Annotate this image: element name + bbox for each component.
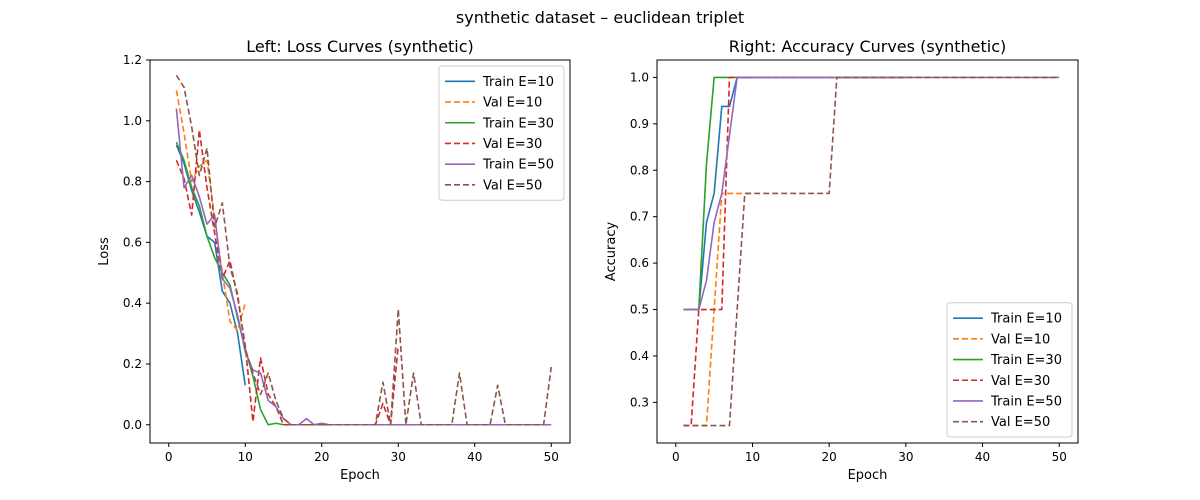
accuracy-x-tick-label: 30 <box>898 450 913 464</box>
loss-chart-panel: Left: Loss Curves (synthetic) 0 10 20 30 40 50… <box>97 37 571 483</box>
accuracy-y-tick-label: 0.9 <box>630 117 649 131</box>
loss-chart-title: Left: Loss Curves (synthetic) <box>246 37 474 56</box>
loss-y-tick-label: 1.0 <box>123 114 142 128</box>
loss-legend-label: Val E=10 <box>483 96 542 111</box>
loss-x-tick-label: 50 <box>544 450 559 464</box>
accuracy-y-tick-label: 0.3 <box>630 395 649 409</box>
loss-series-line-val-e-50 <box>175 74 553 426</box>
loss-y-tick-label: 0.0 <box>123 418 142 432</box>
accuracy-legend-label: Train E=30 <box>990 353 1062 368</box>
accuracy-x-tick-label: 40 <box>975 450 990 464</box>
loss-x-tick-label: 10 <box>238 450 253 464</box>
loss-x-tick-label: 30 <box>391 450 406 464</box>
accuracy-legend-label: Train E=10 <box>990 312 1062 327</box>
accuracy-y-tick-label: 0.7 <box>630 210 649 224</box>
accuracy-legend-label: Val E=30 <box>991 374 1050 389</box>
accuracy-chart-title: Right: Accuracy Curves (synthetic) <box>729 37 1007 56</box>
figure-suptitle: synthetic dataset – euclidean triplet <box>456 8 744 27</box>
accuracy-x-tick-label: 50 <box>1052 450 1067 464</box>
loss-legend-label: Val E=50 <box>483 178 542 193</box>
loss-legend-label: Train E=10 <box>482 75 554 90</box>
accuracy-series-line-val-e-50 <box>683 76 1060 427</box>
accuracy-legend-box <box>946 302 1073 438</box>
loss-y-axis-label: Loss <box>97 237 112 266</box>
loss-y-tick-label: 0.4 <box>123 296 142 310</box>
accuracy-legend: Train E=10 Val E=10 Train E=30 Val E=30 Trai… <box>946 302 1073 438</box>
loss-series-line-train-e-10 <box>175 144 247 386</box>
loss-series-line-train-e-30 <box>175 141 399 426</box>
accuracy-legend-label: Train E=50 <box>990 394 1062 409</box>
loss-legend-label: Train E=50 <box>482 158 554 173</box>
accuracy-y-tick-label: 0.4 <box>630 349 649 363</box>
accuracy-y-tick-label: 0.6 <box>630 256 649 270</box>
accuracy-x-tick-label: 20 <box>822 450 837 464</box>
accuracy-x-axis-label: Epoch <box>848 468 888 483</box>
accuracy-chart-panel: Right: Accuracy Curves (synthetic) 0 10 20 3… <box>604 37 1079 483</box>
loss-x-tick-label: 20 <box>314 450 329 464</box>
loss-legend-label: Train E=30 <box>482 116 554 131</box>
accuracy-y-tick-label: 0.8 <box>630 163 649 177</box>
loss-x-tick-label: 0 <box>165 450 173 464</box>
accuracy-axes-frame <box>656 59 1079 444</box>
loss-y-tick-label: 1.2 <box>123 53 142 67</box>
loss-x-axis-label: Epoch <box>340 468 380 483</box>
loss-y-tick-label: 0.8 <box>123 175 142 189</box>
accuracy-y-tick-label: 1.0 <box>630 70 649 84</box>
loss-series-line-val-e-10 <box>175 90 247 332</box>
loss-legend-box <box>438 65 565 201</box>
accuracy-legend-label: Val E=10 <box>991 332 1050 347</box>
accuracy-y-axis-label: Accuracy <box>604 222 619 282</box>
loss-y-tick-label: 0.2 <box>123 357 142 371</box>
accuracy-series-line-val-e-30 <box>683 76 906 427</box>
accuracy-legend-label: Val E=50 <box>991 415 1050 430</box>
loss-x-tick-label: 40 <box>467 450 482 464</box>
accuracy-x-tick-label: 10 <box>745 450 760 464</box>
loss-legend: Train E=10 Val E=10 Train E=30 Val E=30 Trai… <box>438 65 565 201</box>
accuracy-y-tick-label: 0.5 <box>630 303 649 317</box>
loss-axes-frame <box>149 59 571 444</box>
loss-legend-label: Val E=30 <box>483 137 542 152</box>
accuracy-x-tick-label: 0 <box>672 450 680 464</box>
loss-y-tick-label: 0.6 <box>123 235 142 249</box>
